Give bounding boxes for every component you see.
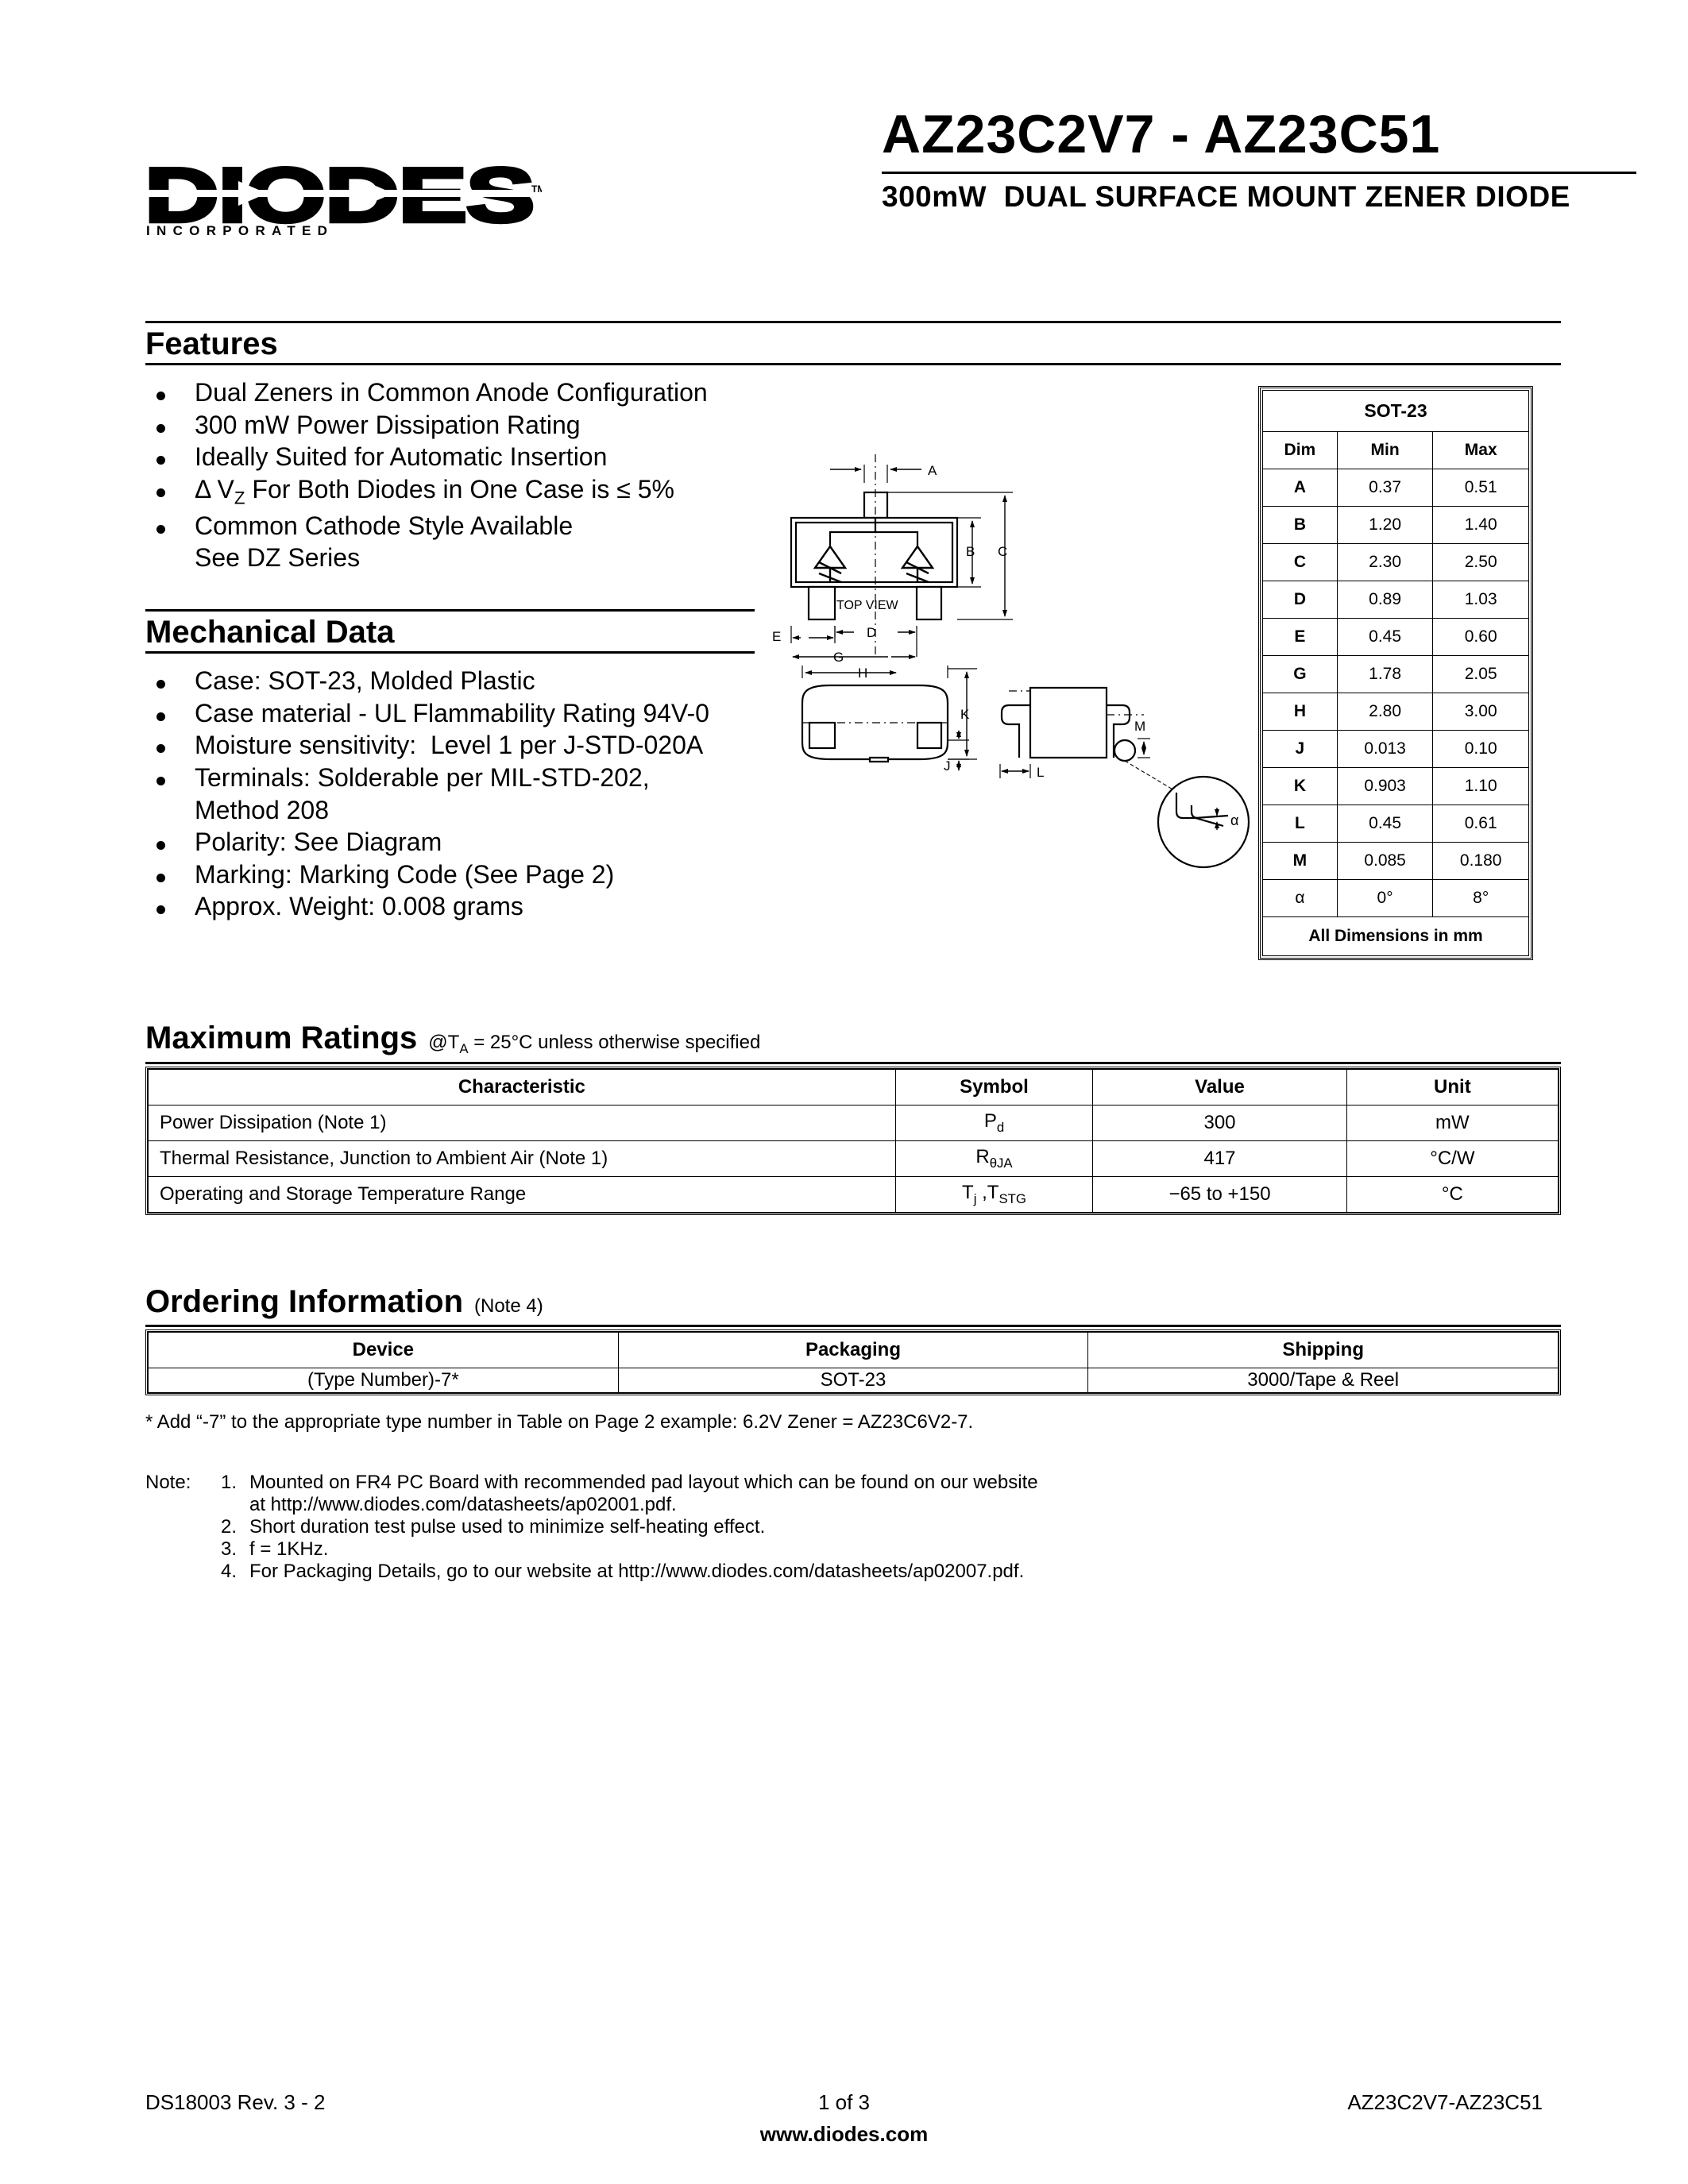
svg-text:B: B	[966, 544, 975, 559]
svg-text:TM: TM	[531, 183, 542, 195]
svg-text:M: M	[1134, 719, 1145, 734]
svg-text:INCORPORATED: INCORPORATED	[146, 223, 334, 238]
svg-text:G: G	[833, 650, 844, 665]
svg-text:A: A	[928, 463, 937, 478]
svg-text:C: C	[998, 544, 1007, 559]
svg-text:L: L	[1037, 765, 1044, 780]
svg-text:α: α	[1230, 812, 1238, 828]
svg-text:K: K	[960, 707, 970, 722]
svg-text:J: J	[944, 758, 951, 774]
svg-text:TOP VIEW: TOP VIEW	[836, 599, 899, 612]
svg-text:E: E	[772, 629, 781, 644]
svg-text:D: D	[867, 625, 876, 640]
